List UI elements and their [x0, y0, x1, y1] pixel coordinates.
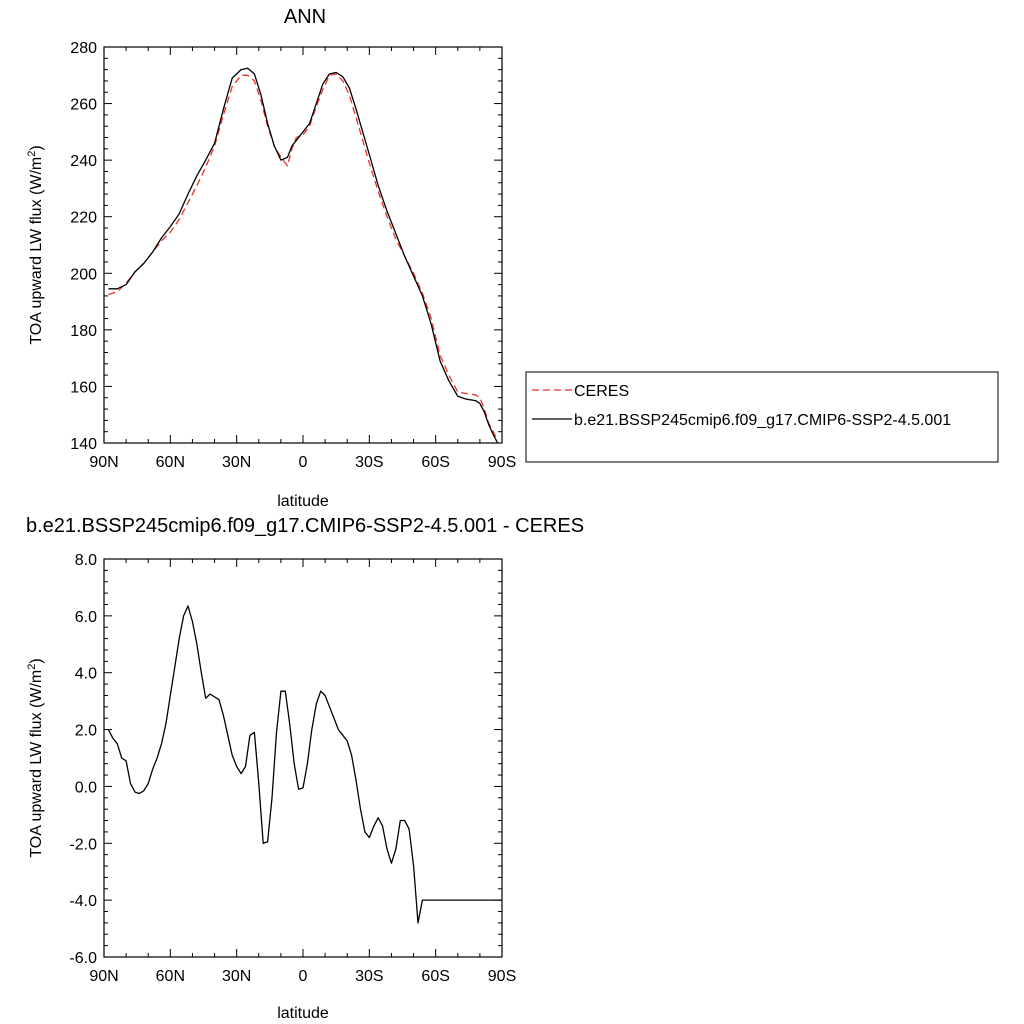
top-y-tick-label: 220 — [70, 210, 97, 227]
top-chart-title: ANN — [284, 6, 326, 28]
top-x-tick-label: 60N — [156, 454, 185, 471]
legend-box — [525, 371, 999, 463]
top-y-tick-label: 240 — [70, 153, 97, 170]
bottom-y-tick-label: 6.0 — [75, 609, 97, 626]
bottom-y-axis-label-end: ) — [28, 658, 45, 663]
bottom-tick-labels: 90N 60N 30N 0 30S 60S 90S -6.0 -4.0 -2.0 0.0 2.0 4.0… — [69, 552, 516, 985]
top-x-tick-label: 90S — [488, 454, 516, 471]
top-series-layer — [108, 67, 499, 444]
legend-label-ceres: CERES — [574, 383, 629, 400]
bottom-x-tick-label: 60N — [156, 968, 185, 985]
top-y-tick-label: 140 — [70, 436, 97, 453]
legend: CERES b.e21.BSSP245cmip6.f09_g17.CMIP6-S… — [525, 371, 999, 463]
top-series-line-model — [108, 67, 499, 444]
bottom-x-tick-label: 60S — [421, 968, 449, 985]
bottom-panel: b.e21.BSSP245cmip6.f09_g17.CMIP6-SSP2-4.… — [26, 515, 584, 1022]
top-y-axis-label-end: ) — [28, 145, 45, 150]
bottom-x-tick-label: 90N — [89, 968, 118, 985]
top-series-line-ceres — [108, 73, 499, 441]
top-y-tick-label: 180 — [70, 323, 97, 340]
top-plot-frame — [103, 46, 503, 444]
bottom-y-tick-label: -2.0 — [69, 836, 97, 853]
bottom-ticks — [103, 558, 503, 958]
top-x-tick-label: 60S — [421, 454, 449, 471]
bottom-y-tick-label: 0.0 — [75, 779, 97, 796]
bottom-y-axis-label: TOA upward LW flux (W/m2) — [26, 658, 45, 857]
bottom-y-axis-label-sup: 2 — [26, 664, 38, 670]
top-x-tick-label: 30N — [222, 454, 251, 471]
bottom-x-tick-label: 0 — [299, 968, 308, 985]
bottom-series-layer — [107, 605, 502, 924]
bottom-plot-frame — [103, 558, 503, 958]
top-ticks — [103, 46, 503, 444]
top-y-tick-label: 260 — [70, 97, 97, 114]
bottom-y-tick-label: -4.0 — [69, 893, 97, 910]
bottom-x-tick-label: 30N — [222, 968, 251, 985]
bottom-y-axis-label-main: TOA upward LW flux (W/m — [28, 670, 45, 858]
top-y-tick-label: 160 — [70, 379, 97, 396]
top-x-tick-label: 90N — [89, 454, 118, 471]
top-y-axis-label: TOA upward LW flux (W/m2) — [26, 145, 45, 344]
bottom-y-tick-label: -6.0 — [69, 950, 97, 967]
bottom-series-line-difference — [107, 605, 502, 924]
top-y-axis-label-main: TOA upward LW flux (W/m — [28, 157, 45, 345]
top-x-axis-label: latitude — [277, 493, 329, 510]
bottom-x-tick-label: 90S — [488, 968, 516, 985]
bottom-y-tick-label: 4.0 — [75, 666, 97, 683]
legend-label-model: b.e21.BSSP245cmip6.f09_g17.CMIP6-SSP2-4.… — [574, 412, 951, 429]
top-y-tick-label: 280 — [70, 40, 97, 57]
top-panel: ANN 90N 60N 30N 0 30S 60S 90S 140 160 180 200 220 24… — [26, 6, 516, 510]
top-x-tick-label: 30S — [355, 454, 383, 471]
bottom-y-tick-label: 2.0 — [75, 723, 97, 740]
top-x-tick-label: 0 — [299, 454, 308, 471]
bottom-chart-title: b.e21.BSSP245cmip6.f09_g17.CMIP6-SSP2-4.… — [26, 515, 584, 537]
top-y-tick-label: 200 — [70, 266, 97, 283]
top-tick-labels: 90N 60N 30N 0 30S 60S 90S 140 160 180 200 220 240 260… — [70, 40, 516, 471]
bottom-x-axis-label: latitude — [277, 1005, 329, 1022]
bottom-x-tick-label: 30S — [355, 968, 383, 985]
top-y-axis-label-sup: 2 — [26, 151, 38, 157]
bottom-y-tick-label: 8.0 — [75, 552, 97, 569]
